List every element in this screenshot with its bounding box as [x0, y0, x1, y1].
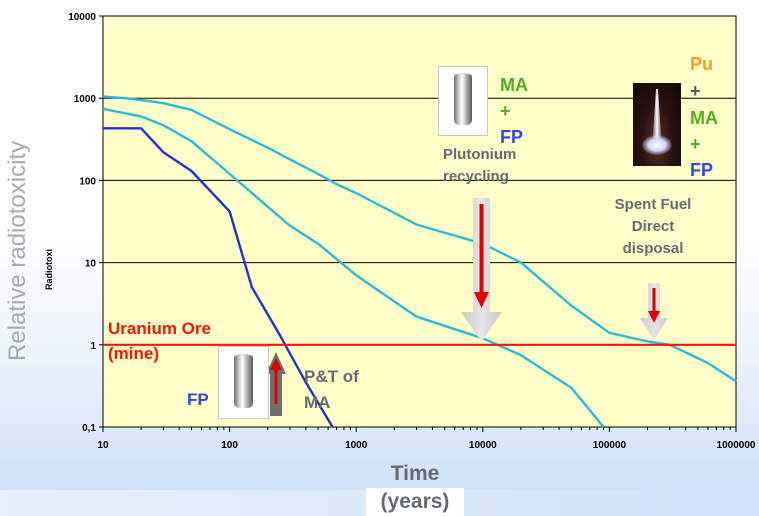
- y-axis-small-label: Radiotoxi: [44, 249, 54, 290]
- y-tick-label: 10000: [68, 12, 96, 23]
- spent-fuel-image: [633, 83, 681, 166]
- y-tick-label: 1000: [74, 94, 97, 105]
- pt-of-ma-arrow: [266, 352, 286, 416]
- x-tick-label: 10000: [469, 440, 497, 451]
- plus-label-right-2: +: [690, 134, 701, 154]
- x-axis-label-time: Time: [390, 462, 440, 485]
- series-line-2: [102, 107, 605, 428]
- canister-image-left: [218, 346, 269, 419]
- fp-label-right: FP: [690, 160, 713, 180]
- plot-area: [102, 15, 737, 428]
- plutonium-recycling-arrow: [461, 198, 502, 342]
- y-tick-label: 1: [90, 341, 96, 352]
- x-axis-label: Time (years): [360, 460, 470, 516]
- spent-fuel-sublabel-2: Direct: [632, 218, 675, 235]
- x-tick-label: 100000: [593, 440, 627, 451]
- y-tick-label: 100: [79, 176, 96, 187]
- x-axis-label-years: (years): [366, 488, 464, 516]
- plus-label-right-1: +: [690, 81, 701, 101]
- x-tick-label: 100: [221, 440, 238, 451]
- x-tick-label: 1000000: [717, 440, 756, 451]
- pu-label-right: Pu: [690, 54, 713, 74]
- axis-ticks: 0,1 1 10 100 1000 10000 10 100 1000 10000 100000 10…: [68, 12, 756, 451]
- plus-label-mid: +: [500, 101, 511, 121]
- x-tick-label: 10: [97, 440, 109, 451]
- y-tick-label: 10: [85, 259, 97, 270]
- canister-image-mid: [438, 66, 488, 136]
- series-line-3: [103, 127, 334, 428]
- spent-fuel-label: Spent Fuel: [615, 196, 692, 213]
- pt-of-ma-label: P&T of: [304, 367, 359, 386]
- y-axis-label: Relative radiotoxicity: [4, 140, 31, 361]
- ma-label-mid: MA: [500, 75, 528, 95]
- y-tick-label: 0,1: [82, 423, 96, 434]
- series-lines: [102, 95, 737, 428]
- uranium-ore-label: Uranium Ore: [108, 319, 211, 338]
- spent-fuel-arrow: [640, 283, 668, 340]
- ma-label-right: MA: [690, 108, 718, 128]
- series-line-1: [102, 95, 737, 383]
- pt-of-ma-sublabel: MA: [304, 393, 330, 412]
- spent-fuel-sublabel-3: disposal: [623, 240, 684, 257]
- fp-label-left: FP: [187, 390, 209, 409]
- plutonium-recycling-label: Plutonium: [443, 146, 516, 163]
- plutonium-recycling-sublabel: recycling: [443, 168, 509, 185]
- uranium-ore-sublabel: (mine): [108, 344, 159, 363]
- fp-label-mid: FP: [500, 127, 523, 147]
- x-tick-label: 1000: [345, 440, 368, 451]
